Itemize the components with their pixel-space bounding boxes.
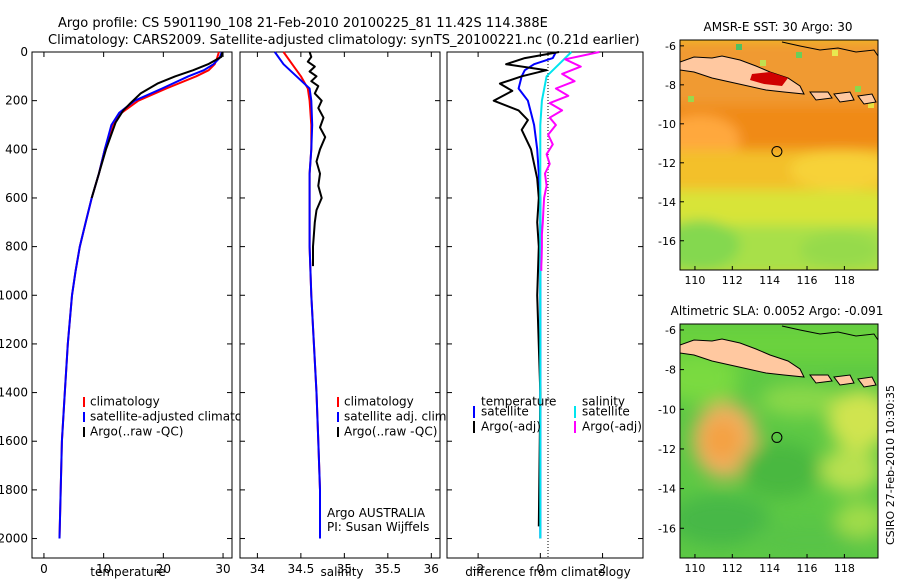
map-y-tick-label: -12 bbox=[658, 157, 676, 170]
sst-map-frame bbox=[679, 39, 879, 271]
map-y-tick-label: -6 bbox=[665, 324, 676, 337]
difference-series-salinity-argo bbox=[540, 51, 600, 271]
legend-title-salinity: salinity bbox=[582, 395, 625, 409]
difference-axes-frame bbox=[446, 51, 644, 559]
timestamp-stamp: CSIRO 27-Feb-2010 10:30:35 bbox=[884, 385, 897, 545]
map-y-tick-label: -8 bbox=[665, 79, 676, 92]
sst-land bbox=[680, 41, 878, 105]
temperature-legend: climatology satellite-adjusted climatolo… bbox=[83, 395, 268, 439]
difference-legend: temperature satellite Argo(-adj) salinit… bbox=[473, 395, 642, 434]
y-tick-label: 400 bbox=[5, 142, 28, 156]
argo-float-position-marker bbox=[771, 145, 783, 157]
difference-panel: -2 0 2 difference from climatology tempera… bbox=[446, 51, 644, 579]
sla-field bbox=[680, 324, 878, 558]
map-x-tick-label: 118 bbox=[834, 274, 855, 287]
x-tick-label: 20 bbox=[156, 562, 171, 576]
map-x-tick-label: 110 bbox=[684, 562, 705, 575]
y-tick-label: 1000 bbox=[0, 288, 28, 302]
sla-land bbox=[680, 325, 878, 388]
map-x-tick-label: 118 bbox=[834, 562, 855, 575]
legend-label-temp-satellite: satellite bbox=[481, 405, 529, 419]
x-tick-label: 2 bbox=[599, 562, 607, 576]
map-x-tick-label: 112 bbox=[722, 274, 743, 287]
salinity-xlabel: salinity bbox=[320, 565, 363, 579]
x-tick-label: 34.5 bbox=[288, 562, 315, 576]
y-tick-label: 1400 bbox=[0, 386, 28, 400]
map-y-tick-label: -10 bbox=[658, 403, 676, 416]
y-tick-label: 2000 bbox=[0, 532, 28, 546]
salinity-axes-frame bbox=[239, 51, 441, 559]
x-tick-label: 36 bbox=[424, 562, 439, 576]
map-x-tick-label: 110 bbox=[684, 274, 705, 287]
float-pi-annotation: PI: Susan Wijffels bbox=[327, 520, 429, 534]
x-tick-label: 0 bbox=[40, 562, 48, 576]
salinity-series-satellite-adjusted bbox=[273, 51, 321, 539]
y-tick-label: 1800 bbox=[0, 483, 28, 497]
map-x-tick-label: 116 bbox=[797, 274, 818, 287]
temperature-xlabel: temperature bbox=[90, 565, 165, 579]
map-y-tick-label: -6 bbox=[665, 40, 676, 53]
difference-series-temperature-argo bbox=[492, 51, 560, 527]
y-tick-label: 200 bbox=[5, 94, 28, 108]
difference-xlabel: difference from climatology bbox=[465, 565, 631, 579]
map-y-tick-label: -8 bbox=[665, 364, 676, 377]
legend-label-sal-argo: Argo(-adj) bbox=[582, 420, 642, 434]
temperature-panel: 0 10 20 30 0 200 400 600 800 1000 1200 1400 1600 1800… bbox=[0, 45, 268, 579]
map-x-tick-label: 112 bbox=[722, 562, 743, 575]
legend-label-climatology: climatology bbox=[90, 395, 160, 409]
map-y-tick-label: -16 bbox=[658, 522, 676, 535]
sst-cloud-pixels bbox=[688, 44, 874, 108]
figure-title-line1: Argo profile: CS 5901190_108 21-Feb-2010… bbox=[58, 16, 548, 31]
legend-label-climatology: climatology bbox=[344, 395, 414, 409]
sla-map-frame bbox=[679, 323, 879, 559]
salinity-series-argo bbox=[306, 51, 327, 267]
x-tick-label: 35.5 bbox=[374, 562, 401, 576]
float-country-annotation: Argo AUSTRALIA bbox=[327, 506, 426, 520]
y-tick-label: 0 bbox=[20, 45, 28, 59]
y-tick-label: 800 bbox=[5, 240, 28, 254]
map-y-tick-label: -14 bbox=[658, 483, 676, 496]
legend-label-temp-argo: Argo(-adj) bbox=[481, 420, 541, 434]
map-y-tick-label: -16 bbox=[658, 235, 676, 248]
temperature-axes-frame bbox=[31, 51, 233, 559]
difference-series-salinity-satellite bbox=[539, 51, 573, 539]
legend-label-sal-satellite: satellite bbox=[582, 405, 630, 419]
salinity-panel: 34 34.5 35 35.5 36 salinity climatology sate… bbox=[239, 51, 450, 579]
map-x-tick-label: 114 bbox=[759, 562, 780, 575]
legend-label-satellite: satellite adj. clim. bbox=[344, 410, 450, 424]
x-tick-label: 10 bbox=[96, 562, 111, 576]
argo-float-position-marker bbox=[771, 431, 783, 443]
y-tick-label: 1200 bbox=[0, 337, 28, 351]
temperature-series-argo bbox=[90, 51, 224, 199]
map-y-tick-label: -14 bbox=[658, 196, 676, 209]
sst-map-title: AMSR-E SST: 30 Argo: 30 bbox=[704, 20, 853, 34]
sla-map-title: Altimetric SLA: 0.0052 Argo: -0.091 bbox=[671, 304, 884, 318]
x-tick-label: 34 bbox=[250, 562, 265, 576]
y-tick-label: 600 bbox=[5, 191, 28, 205]
map-x-tick-label: 116 bbox=[797, 562, 818, 575]
sst-map-panel: AMSR-E SST: 30 Argo: 30 bbox=[658, 20, 879, 287]
y-tick-label: 1600 bbox=[0, 434, 28, 448]
map-x-tick-label: 114 bbox=[759, 274, 780, 287]
figure-title-line2: Climatology: CARS2009. Satellite-adjuste… bbox=[48, 33, 640, 48]
sla-map-panel: Altimetric SLA: 0.0052 Argo: -0.091 bbox=[658, 304, 884, 575]
map-y-tick-label: -12 bbox=[658, 443, 676, 456]
legend-label-argo: Argo(..raw -QC) bbox=[344, 425, 437, 439]
x-tick-label: 30 bbox=[215, 562, 230, 576]
map-y-tick-label: -10 bbox=[658, 118, 676, 131]
legend-label-satellite: satellite-adjusted climatology bbox=[90, 410, 268, 424]
legend-title-temperature: temperature bbox=[481, 395, 556, 409]
salinity-legend: climatology satellite adj. clim. Argo(..… bbox=[337, 395, 450, 439]
x-tick-label: 35 bbox=[337, 562, 352, 576]
x-tick-label: -2 bbox=[472, 562, 484, 576]
x-tick-label: 0 bbox=[537, 562, 545, 576]
legend-label-argo: Argo(..raw -QC) bbox=[90, 425, 183, 439]
